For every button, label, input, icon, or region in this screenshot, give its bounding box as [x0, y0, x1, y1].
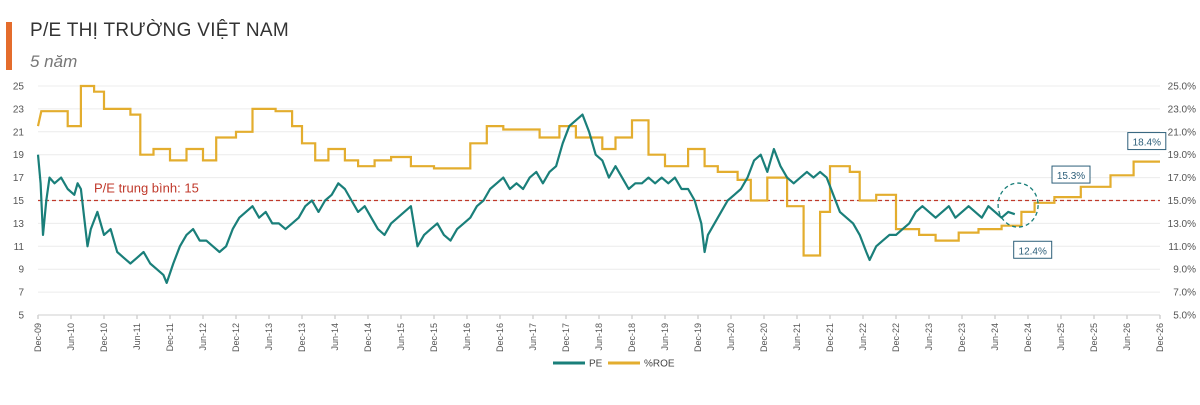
- x-axis-ticks: Dec-09 Jun-10 Dec-10 Jun-11 Dec-11 Jun-12 Dec-…: [33, 315, 1165, 352]
- right-tick-label: 25.0%: [1168, 82, 1196, 93]
- x-tick-label: Dec-20: [759, 323, 769, 352]
- average-pe-label: P/E trung bình: 15: [94, 181, 199, 196]
- right-tick-label: 17.0%: [1168, 173, 1196, 184]
- legend-pe-label: PE: [589, 359, 603, 370]
- x-tick-label: Dec-15: [429, 323, 439, 352]
- chart-legend: PE %ROE: [553, 359, 675, 370]
- right-tick-label: 5.0%: [1173, 311, 1196, 322]
- svg-text:18.4%: 18.4%: [1133, 138, 1161, 149]
- x-tick-label: Dec-24: [1023, 323, 1033, 352]
- x-tick-label: Jun-12: [198, 323, 208, 351]
- x-tick-label: Dec-26: [1155, 323, 1165, 352]
- right-tick-label: 19.0%: [1168, 150, 1196, 161]
- legend-roe-label: %ROE: [644, 359, 675, 370]
- x-tick-label: Dec-22: [891, 323, 901, 352]
- right-tick-label: 13.0%: [1168, 219, 1196, 230]
- x-tick-label: Dec-16: [495, 323, 505, 352]
- x-tick-label: Jun-25: [1056, 323, 1066, 351]
- left-axis-ticks: 5 7 9 11 13 15 17 19 21 23 25: [13, 82, 25, 322]
- x-tick-label: Jun-19: [660, 323, 670, 351]
- right-axis-ticks: 5.0% 7.0% 9.0% 11.0% 13.0% 15.0% 17.0% 19.0% 21.…: [1168, 82, 1196, 322]
- annotation-roe-18-4: 18.4%: [1127, 132, 1167, 151]
- x-tick-label: Jun-13: [264, 323, 274, 351]
- annotation-roe-15-3: 15.3%: [1051, 165, 1091, 184]
- x-tick-label: Jun-14: [330, 323, 340, 351]
- left-tick-label: 9: [18, 265, 24, 276]
- x-tick-label: Dec-19: [693, 323, 703, 352]
- x-tick-label: Dec-23: [957, 323, 967, 352]
- left-tick-label: 19: [13, 150, 25, 161]
- svg-text:15.3%: 15.3%: [1057, 171, 1085, 182]
- right-tick-label: 9.0%: [1173, 265, 1196, 276]
- x-tick-label: Jun-21: [792, 323, 802, 351]
- x-tick-label: Jun-23: [924, 323, 934, 351]
- pe-series-line: [36, 113, 1016, 284]
- x-tick-label: Jun-22: [858, 323, 868, 351]
- x-tick-label: Jun-11: [132, 323, 142, 350]
- svg-text:12.4%: 12.4%: [1019, 246, 1047, 257]
- x-tick-label: Jun-16: [462, 323, 472, 351]
- chart-title: P/E THỊ TRƯỜNG VIỆT NAM: [30, 20, 290, 41]
- left-tick-label: 15: [13, 196, 25, 207]
- right-tick-label: 15.0%: [1168, 196, 1196, 207]
- right-tick-label: 21.0%: [1168, 127, 1196, 138]
- left-tick-label: 23: [13, 104, 25, 115]
- x-tick-label: Dec-13: [297, 323, 307, 352]
- x-tick-label: Dec-09: [33, 323, 43, 352]
- x-tick-label: Jun-24: [990, 323, 1000, 351]
- left-tick-label: 5: [18, 311, 24, 322]
- x-tick-label: Jun-17: [528, 323, 538, 351]
- title-accent-bar: [6, 22, 12, 70]
- x-tick-label: Dec-11: [165, 323, 175, 351]
- x-tick-label: Jun-18: [594, 323, 604, 351]
- left-tick-label: 21: [13, 127, 25, 138]
- left-tick-label: 17: [13, 173, 25, 184]
- left-tick-label: 13: [13, 219, 25, 230]
- x-tick-label: Dec-18: [627, 323, 637, 352]
- x-tick-label: Dec-21: [825, 323, 835, 352]
- x-tick-label: Jun-10: [66, 323, 76, 351]
- x-tick-label: Dec-14: [363, 323, 373, 352]
- left-tick-label: 11: [14, 242, 25, 253]
- x-tick-label: Dec-10: [99, 323, 109, 352]
- highlight-circle: [997, 182, 1039, 228]
- x-tick-label: Jun-20: [726, 323, 736, 351]
- annotation-roe-12-4: 12.4%: [1013, 240, 1053, 259]
- x-tick-label: Dec-12: [231, 323, 241, 352]
- left-tick-label: 25: [13, 82, 25, 93]
- chart-subtitle: 5 năm: [30, 52, 78, 71]
- x-tick-label: Jun-26: [1122, 323, 1132, 351]
- x-tick-label: Dec-17: [561, 323, 571, 352]
- right-tick-label: 11.0%: [1168, 242, 1196, 253]
- x-tick-label: Jun-15: [396, 323, 406, 351]
- right-tick-label: 23.0%: [1168, 104, 1196, 115]
- roe-series-line: [36, 84, 1160, 257]
- left-tick-label: 7: [18, 288, 24, 299]
- x-tick-label: Dec-25: [1089, 323, 1099, 352]
- right-tick-label: 7.0%: [1173, 288, 1196, 299]
